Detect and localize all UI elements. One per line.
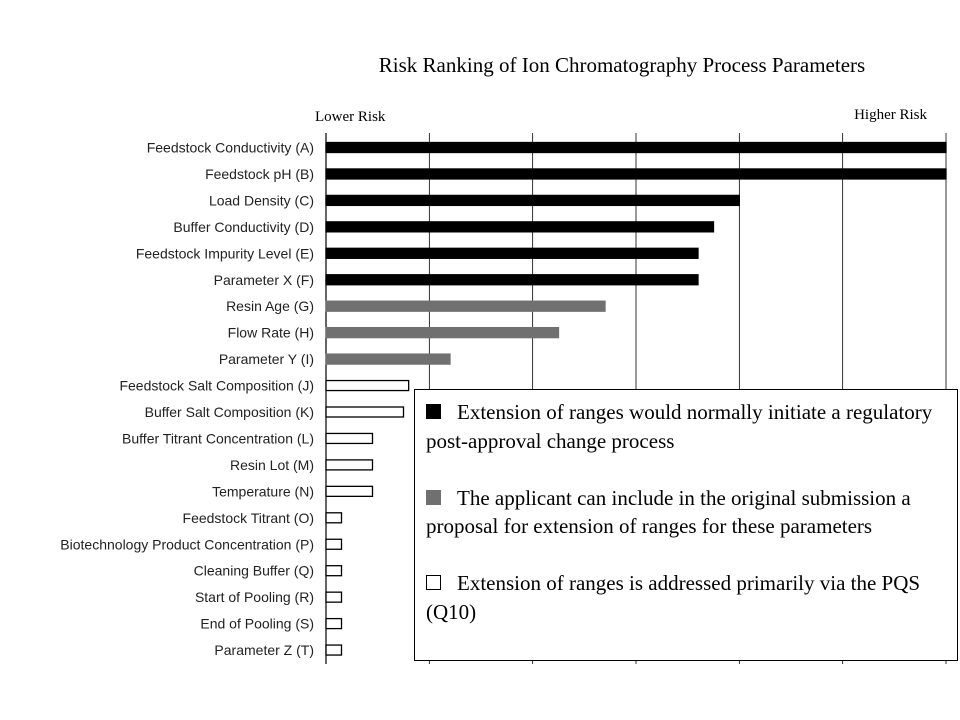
bar bbox=[325, 538, 343, 550]
legend: Extension of ranges would normally initi… bbox=[414, 389, 958, 661]
bar bbox=[325, 326, 560, 339]
category-label: Biotechnology Product Concentration (P) bbox=[60, 536, 314, 552]
bar bbox=[325, 221, 715, 233]
category-label: Temperature (N) bbox=[212, 483, 314, 499]
category-label: Parameter X (F) bbox=[214, 272, 314, 288]
category-label: Parameter Y (I) bbox=[219, 351, 314, 367]
bar bbox=[325, 168, 947, 180]
bar bbox=[325, 247, 699, 259]
category-labels: Feedstock Conductivity (A) Feedstock pH (… bbox=[60, 140, 314, 659]
category-label: Feedstock Conductivity (A) bbox=[147, 140, 314, 156]
bar bbox=[325, 141, 947, 154]
bar bbox=[325, 300, 606, 312]
category-label: Start of Pooling (R) bbox=[195, 589, 314, 605]
category-label: Parameter Z (T) bbox=[214, 642, 314, 658]
bar bbox=[325, 459, 374, 471]
legend-text-regulatory: Extension of ranges would normally initi… bbox=[426, 400, 933, 453]
bar bbox=[325, 617, 343, 630]
lower-risk-label: Lower Risk bbox=[315, 109, 386, 125]
legend-text-pqs: Extension of ranges is addressed primari… bbox=[426, 571, 921, 624]
bar bbox=[325, 274, 699, 286]
legend-item-proposal: The applicant can include in the origina… bbox=[426, 484, 947, 541]
bar bbox=[325, 194, 740, 207]
category-label: Feedstock Impurity Level (E) bbox=[136, 245, 314, 261]
legend-swatch-black bbox=[426, 404, 441, 419]
category-label: Cleaning Buffer (Q) bbox=[194, 563, 314, 579]
category-label: Resin Lot (M) bbox=[230, 457, 314, 473]
legend-swatch-white bbox=[426, 575, 441, 590]
legend-text-proposal: The applicant can include in the origina… bbox=[426, 485, 911, 539]
category-label: Buffer Salt Composition (K) bbox=[145, 404, 314, 420]
bar bbox=[325, 406, 405, 418]
category-label: Feedstock Titrant (O) bbox=[183, 510, 314, 526]
bar bbox=[325, 353, 451, 365]
category-label: Buffer Conductivity (D) bbox=[173, 219, 314, 235]
category-label: Feedstock pH (B) bbox=[205, 166, 314, 182]
bar bbox=[325, 485, 374, 498]
legend-item-regulatory: Extension of ranges would normally initi… bbox=[426, 398, 947, 455]
bar bbox=[325, 379, 410, 392]
category-label: Buffer Titrant Concentration (L) bbox=[122, 430, 314, 446]
bars bbox=[325, 141, 947, 656]
bar bbox=[325, 512, 343, 524]
bar bbox=[325, 591, 343, 603]
category-label: Load Density (C) bbox=[209, 192, 314, 208]
category-label: End of Pooling (S) bbox=[200, 616, 314, 632]
legend-item-pqs: Extension of ranges is addressed primari… bbox=[426, 569, 947, 626]
bar bbox=[325, 432, 374, 445]
bar bbox=[325, 565, 343, 577]
category-label: Resin Age (G) bbox=[226, 298, 314, 314]
higher-risk-label: Higher Risk bbox=[854, 107, 927, 123]
category-label: Feedstock Salt Composition (J) bbox=[119, 378, 314, 394]
legend-swatch-gray bbox=[426, 489, 441, 505]
bar bbox=[325, 644, 343, 656]
chart-title: Risk Ranking of Ion Chromatography Proce… bbox=[379, 53, 865, 77]
category-label: Flow Rate (H) bbox=[228, 325, 314, 341]
